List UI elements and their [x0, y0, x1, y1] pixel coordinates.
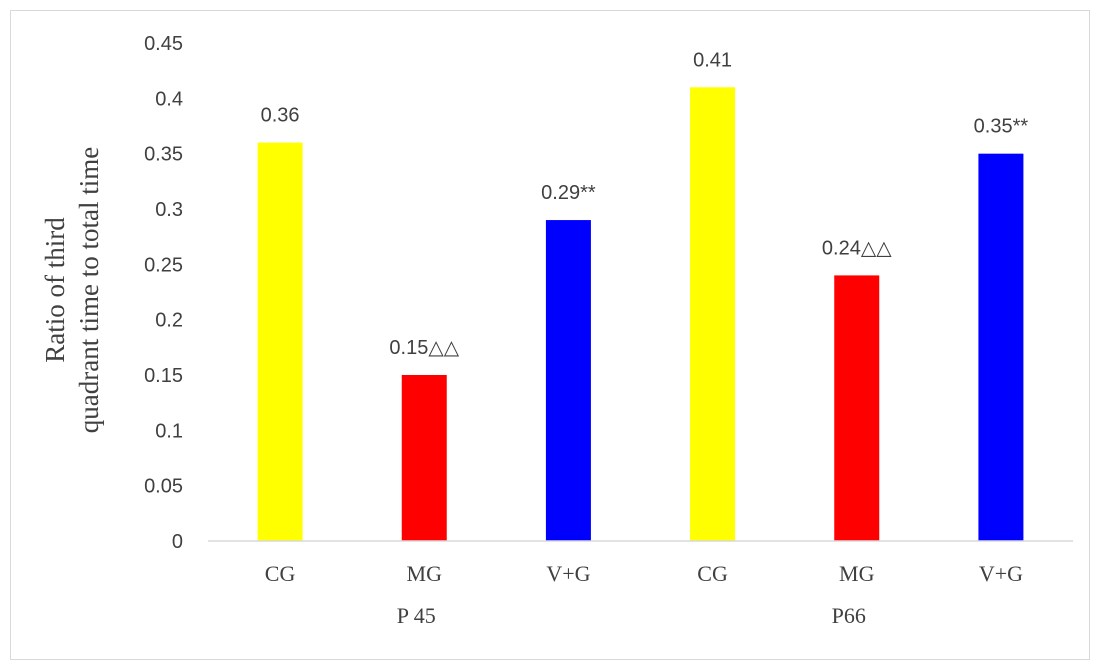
- data-label: 0.29**: [541, 182, 596, 204]
- data-label: 0.36: [261, 105, 300, 127]
- category-label: CG: [697, 561, 728, 586]
- bar-p45-vplusg: [545, 220, 591, 542]
- y-tick-label: 0.25: [144, 254, 183, 276]
- bar-p45-mg: [401, 375, 447, 541]
- group-label: P66: [832, 603, 866, 628]
- category-label: MG: [839, 561, 875, 586]
- bar-p45-cg: [257, 142, 303, 541]
- y-tick-label: 0.05: [144, 476, 183, 498]
- bar-p66-mg: [834, 275, 880, 541]
- y-tick-label: 0.1: [155, 420, 183, 442]
- y-tick-label: 0: [172, 531, 183, 553]
- y-tick-label: 0.3: [155, 199, 183, 221]
- data-label: 0.15△△: [389, 337, 459, 359]
- category-labels: CG MG V+G CG MG V+G: [265, 561, 1023, 586]
- category-label: CG: [265, 561, 296, 586]
- y-tick-label: 0.4: [155, 88, 183, 110]
- y-axis-title-line-1: Ratio of third: [40, 217, 70, 363]
- category-label: MG: [407, 561, 443, 586]
- y-tick-label: 0.35: [144, 144, 183, 166]
- data-label: 0.24△△: [822, 237, 892, 259]
- data-labels: 0.36 0.15△△ 0.29** 0.41 0.24△△ 0.35**: [261, 49, 1029, 359]
- group-label: P 45: [397, 603, 436, 628]
- y-tick-label: 0.15: [144, 365, 183, 387]
- data-label: 0.35**: [974, 116, 1029, 138]
- category-label: V+G: [979, 561, 1023, 586]
- y-axis-ticks: 0 0.05 0.1 0.15 0.2 0.25 0.3 0.35 0.4 0.45: [144, 33, 183, 553]
- y-tick-label: 0.2: [155, 310, 183, 332]
- bar-p66-vplusg: [978, 153, 1024, 541]
- y-tick-label: 0.45: [144, 33, 183, 55]
- group-labels: P 45 P66: [397, 603, 866, 628]
- bar-p66-cg: [690, 87, 736, 542]
- category-label: V+G: [546, 561, 590, 586]
- y-axis-title-line-2: quadrant time to total time: [74, 147, 104, 433]
- y-axis-title: Ratio of third quadrant time to total ti…: [40, 147, 104, 433]
- bars: [257, 87, 1024, 542]
- data-label: 0.41: [693, 49, 732, 71]
